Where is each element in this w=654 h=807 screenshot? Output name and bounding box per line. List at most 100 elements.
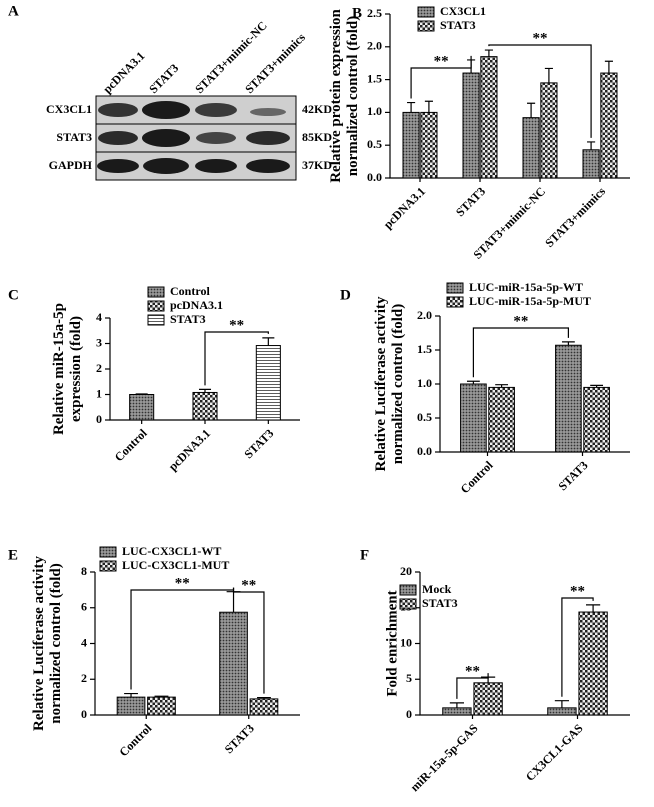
legend-swatch <box>417 20 435 32</box>
legend-label: STAT3 <box>170 312 206 326</box>
x-tick-label: STAT3 <box>241 426 276 461</box>
y-tick-label: 2.5 <box>367 6 382 20</box>
legend-swatch <box>446 296 464 308</box>
row-label: STAT3 <box>56 130 92 144</box>
error-bar <box>407 101 416 113</box>
error-bar <box>226 591 241 613</box>
y-tick-label: 2 <box>96 361 102 375</box>
y-tick-label: 0.5 <box>417 410 432 424</box>
significance-label: ** <box>570 583 585 599</box>
x-tick-label: Control <box>458 458 496 496</box>
significance-label: ** <box>241 577 256 593</box>
y-tick-label: 1 <box>96 386 102 400</box>
legend-swatch <box>399 598 417 610</box>
bar <box>462 72 480 179</box>
y-tick-label: 3 <box>96 335 102 349</box>
error-bar <box>424 100 433 113</box>
error-bar <box>262 337 275 346</box>
lane-label: pcDNA3.1 <box>100 49 147 96</box>
y-tick-label: 1.0 <box>367 104 382 118</box>
bar <box>402 111 420 179</box>
size-label: 42KD <box>302 102 332 116</box>
error-bar <box>586 604 601 613</box>
panel-chart: E Relative Luciferase activity normalized … <box>8 544 300 759</box>
panel-label: D <box>340 287 351 303</box>
error-bar <box>449 702 464 708</box>
y-tick-label: 0 <box>81 707 87 721</box>
bar <box>488 386 515 453</box>
panel-label: A <box>8 3 19 19</box>
significance-bracket <box>456 673 489 699</box>
y-tick-label: 0.5 <box>367 137 382 151</box>
y-tick-label: 0 <box>96 412 102 426</box>
bar <box>192 391 218 421</box>
bar <box>255 345 281 421</box>
legend-label: LUC-miR-15a-5p-WT <box>469 280 583 294</box>
bar <box>442 707 472 716</box>
x-tick-label: Control <box>112 426 150 464</box>
error-bar <box>466 380 480 384</box>
panel-chart: B Relative protein expression normalized c… <box>328 4 630 262</box>
bar <box>555 344 582 453</box>
y-tick-label: 1.5 <box>367 71 382 85</box>
significance-bracket <box>488 44 592 138</box>
legend-swatch <box>147 286 165 298</box>
error-bar <box>257 697 271 699</box>
y-tick-label: 1.0 <box>417 376 432 390</box>
y-tick-label: 20 <box>400 564 412 578</box>
error-bar <box>527 102 536 118</box>
significance-bracket <box>472 327 569 378</box>
legend-label: Mock <box>422 582 452 596</box>
bar <box>420 111 438 179</box>
x-tick-label: pcDNA3.1 <box>166 426 213 473</box>
bar <box>582 149 600 179</box>
bar <box>480 56 498 179</box>
panel-label: F <box>360 547 369 563</box>
legend-label: LUC-CX3CL1-MUT <box>122 558 229 572</box>
y-axis-label: Relative protein expression <box>328 9 344 183</box>
legend-swatch <box>99 546 117 558</box>
legend-swatch <box>147 300 165 312</box>
error-bar <box>154 695 169 698</box>
error-bar <box>587 141 596 150</box>
bar <box>583 386 610 453</box>
y-tick-label: 1.5 <box>417 342 432 356</box>
bar <box>460 383 487 453</box>
y-tick-label: 6 <box>81 600 87 614</box>
legend-swatch <box>147 314 165 326</box>
error-bar <box>484 49 493 57</box>
legend-label: pcDNA3.1 <box>170 298 223 312</box>
legend-label: CX3CL1 <box>440 4 486 18</box>
y-tick-label: 2.0 <box>367 39 382 53</box>
panel-a: A pcDNA3.1 STAT3 STAT3+mimic-NC STAT3+mi… <box>8 3 332 181</box>
panel-chart: D Relative Luciferase activity normalized … <box>340 280 630 496</box>
legend-swatch <box>99 560 117 572</box>
y-tick-label: 2.0 <box>417 308 432 322</box>
x-tick-label: STAT3 <box>222 721 257 756</box>
y-tick-label: 0 <box>406 707 412 721</box>
bar <box>147 696 176 716</box>
size-label: 37KD <box>302 158 332 172</box>
legend-label: Control <box>170 284 210 298</box>
error-bar <box>198 388 212 393</box>
x-tick-label: pcDNA3.1 <box>381 184 428 231</box>
bar <box>219 611 248 716</box>
significance-bracket <box>232 587 265 694</box>
error-bar <box>554 700 569 708</box>
y-axis-label: normalized control (fold) <box>390 304 406 465</box>
y-tick-label: 4 <box>81 635 87 649</box>
panel-label: B <box>352 5 362 21</box>
axis <box>109 318 300 421</box>
y-tick-label: 0.0 <box>367 170 382 184</box>
legend-swatch <box>446 282 464 294</box>
x-tick-label: STAT3 <box>453 184 488 219</box>
bar <box>116 696 146 716</box>
y-tick-label: 4 <box>96 310 102 324</box>
y-axis-label: Fold enrichment <box>384 590 400 696</box>
significance-label: ** <box>229 317 244 333</box>
error-bar <box>561 341 575 346</box>
legend-label: STAT3 <box>440 18 476 32</box>
y-tick-label: 0.0 <box>417 444 432 458</box>
x-tick-label: miR-15a-5p-GAS <box>407 721 480 794</box>
